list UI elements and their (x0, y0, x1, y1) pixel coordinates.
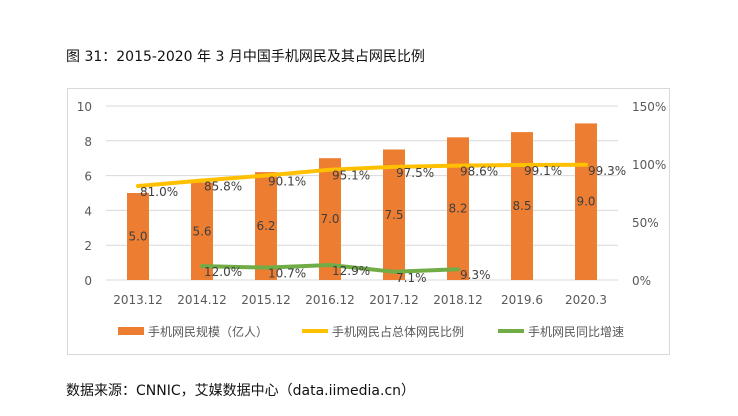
bar-label: 6.2 (256, 219, 275, 233)
left-axis-tick: 2 (84, 239, 92, 253)
left-axis-tick: 4 (84, 204, 92, 218)
bar-label: 8.5 (512, 199, 531, 213)
bar-label: 7.5 (384, 208, 403, 222)
x-axis-tick: 2017.12 (369, 293, 419, 307)
growth-label: 7.1% (396, 271, 427, 285)
bar-label: 5.6 (192, 224, 211, 238)
growth-label: 12.9% (332, 264, 370, 278)
left-axis-tick: 8 (84, 135, 92, 149)
bar (319, 158, 341, 280)
x-axis-tick: 2013.12 (113, 293, 163, 307)
left-axis-tick: 6 (84, 170, 92, 184)
share-line (136, 162, 588, 189)
share-label: 99.1% (524, 164, 562, 178)
chart-title: 图 31：2015-2020 年 3 月中国手机网民及其占网民比例 (66, 49, 425, 65)
right-axis-tick: 0% (632, 274, 651, 288)
bar (191, 182, 213, 280)
x-axis-tick: 2019.6 (501, 293, 543, 307)
growth-label: 10.7% (268, 267, 306, 281)
left-axis-tick: 0 (84, 274, 92, 288)
bar (575, 123, 597, 281)
bar-label: 9.0 (576, 195, 595, 209)
growth-label: 9.3% (460, 268, 491, 282)
legend-label: 手机网民同比增速 (528, 325, 624, 339)
right-axis-tick: 100% (632, 158, 666, 172)
bar (511, 132, 533, 280)
share-label: 98.6% (460, 165, 498, 179)
share-label: 85.8% (204, 179, 242, 193)
share-label: 97.5% (396, 166, 434, 180)
x-axis-tick: 2018.12 (433, 293, 483, 307)
x-axis-tick: 2016.12 (305, 293, 355, 307)
bar (383, 149, 405, 280)
share-label: 90.1% (268, 174, 306, 188)
growth-line (200, 263, 460, 274)
bar (447, 137, 469, 280)
left-axis-tick: 10 (77, 100, 92, 114)
data-source: 数据来源：CNNIC，艾媒数据中心（data.iimedia.cn） (66, 383, 416, 399)
legend-swatch (118, 327, 144, 335)
x-axis-tick: 2014.12 (177, 293, 227, 307)
share-label: 95.1% (332, 169, 370, 183)
growth-label: 12.0% (204, 265, 242, 279)
x-axis-tick: 2015.12 (241, 293, 291, 307)
bar-label: 8.2 (448, 202, 467, 216)
x-axis-tick: 2020.3 (565, 293, 607, 307)
bar-label: 7.0 (320, 212, 339, 226)
share-label: 81.0% (140, 185, 178, 199)
bar (255, 172, 277, 280)
right-axis-tick: 50% (632, 216, 659, 230)
right-axis-tick: 150% (632, 100, 666, 114)
bar (127, 193, 149, 280)
legend-label: 手机网民规模（亿人） (148, 324, 268, 339)
share-label: 99.3% (588, 164, 626, 178)
bar-label: 5.0 (128, 230, 147, 244)
legend-label: 手机网民占总体网民比例 (332, 324, 464, 339)
chart-frame (67, 88, 670, 355)
